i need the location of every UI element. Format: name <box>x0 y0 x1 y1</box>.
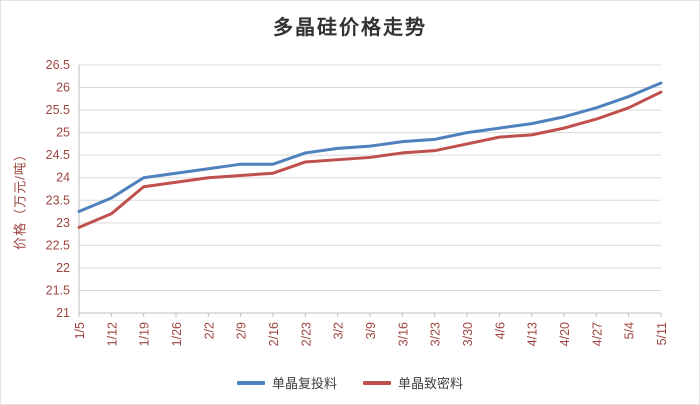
series-line-单晶致密料 <box>77 90 663 229</box>
x-axis-tick-label: 1/19 <box>138 322 152 346</box>
y-axis-tick-label: 25 <box>56 126 70 140</box>
y-axis-tick-label: 22 <box>56 261 70 275</box>
x-axis-tick-label: 2/23 <box>299 322 313 346</box>
y-axis-tick-label: 25.5 <box>46 103 70 117</box>
x-axis-tick-label: 4/6 <box>493 322 507 339</box>
y-axis-tick-label: 21.5 <box>46 283 70 297</box>
x-axis-tick-label: 4/20 <box>558 322 572 346</box>
legend-swatch <box>236 380 265 385</box>
y-axis-tick-label: 22.5 <box>46 238 70 252</box>
x-axis-tick-label: 2/2 <box>202 322 216 339</box>
x-axis-tick-label: 1/26 <box>170 322 184 346</box>
x-axis-tick-label: 3/16 <box>396 322 410 346</box>
series-line-单晶复投料 <box>77 81 663 214</box>
y-axis-tick-label: 21 <box>56 306 70 320</box>
chart-legend: 单晶复投料 单晶致密料 <box>1 373 699 392</box>
legend-item: 单晶致密料 <box>363 373 463 392</box>
x-axis-tick-label: 2/16 <box>267 322 281 346</box>
legend-item: 单晶复投料 <box>236 373 337 392</box>
x-axis-tick-label: 3/23 <box>429 322 443 346</box>
y-axis-tick-label: 24 <box>56 171 70 185</box>
x-axis-tick-label: 2/9 <box>235 322 249 339</box>
legend-label: 单晶复投料 <box>271 376 337 391</box>
x-axis-tick-label: 4/13 <box>526 322 540 346</box>
y-axis-tick-label: 26 <box>56 81 70 95</box>
y-axis-tick-label: 26.5 <box>46 58 70 72</box>
x-axis-tick-label: 5/4 <box>623 322 637 339</box>
x-axis-tick-label: 4/27 <box>590 322 604 346</box>
y-axis-tick-label: 23.5 <box>46 193 70 207</box>
y-axis-title: 价格（万元/吨） <box>12 147 28 250</box>
x-axis-tick-label: 3/9 <box>364 322 378 339</box>
legend-swatch <box>363 380 391 385</box>
x-axis-tick-label: 5/11 <box>655 322 669 345</box>
chart-svg: 21 21.5 22 22.5 23 23.5 24 24.5 25 25.5 26 26.5 1/5 1… <box>46 58 669 346</box>
legend-label: 单晶致密料 <box>398 376 464 391</box>
x-axis-tick-label: 1/5 <box>73 322 87 339</box>
x-axis-tick-label: 3/30 <box>461 322 475 346</box>
y-axis-tick-label: 24.5 <box>46 148 70 162</box>
y-axis-tick-label: 23 <box>56 216 70 230</box>
chart-title: 多晶硅价格走势 <box>273 17 427 39</box>
x-axis-tick-label: 1/12 <box>105 322 119 346</box>
x-axis-tick-label: 3/2 <box>332 322 346 339</box>
